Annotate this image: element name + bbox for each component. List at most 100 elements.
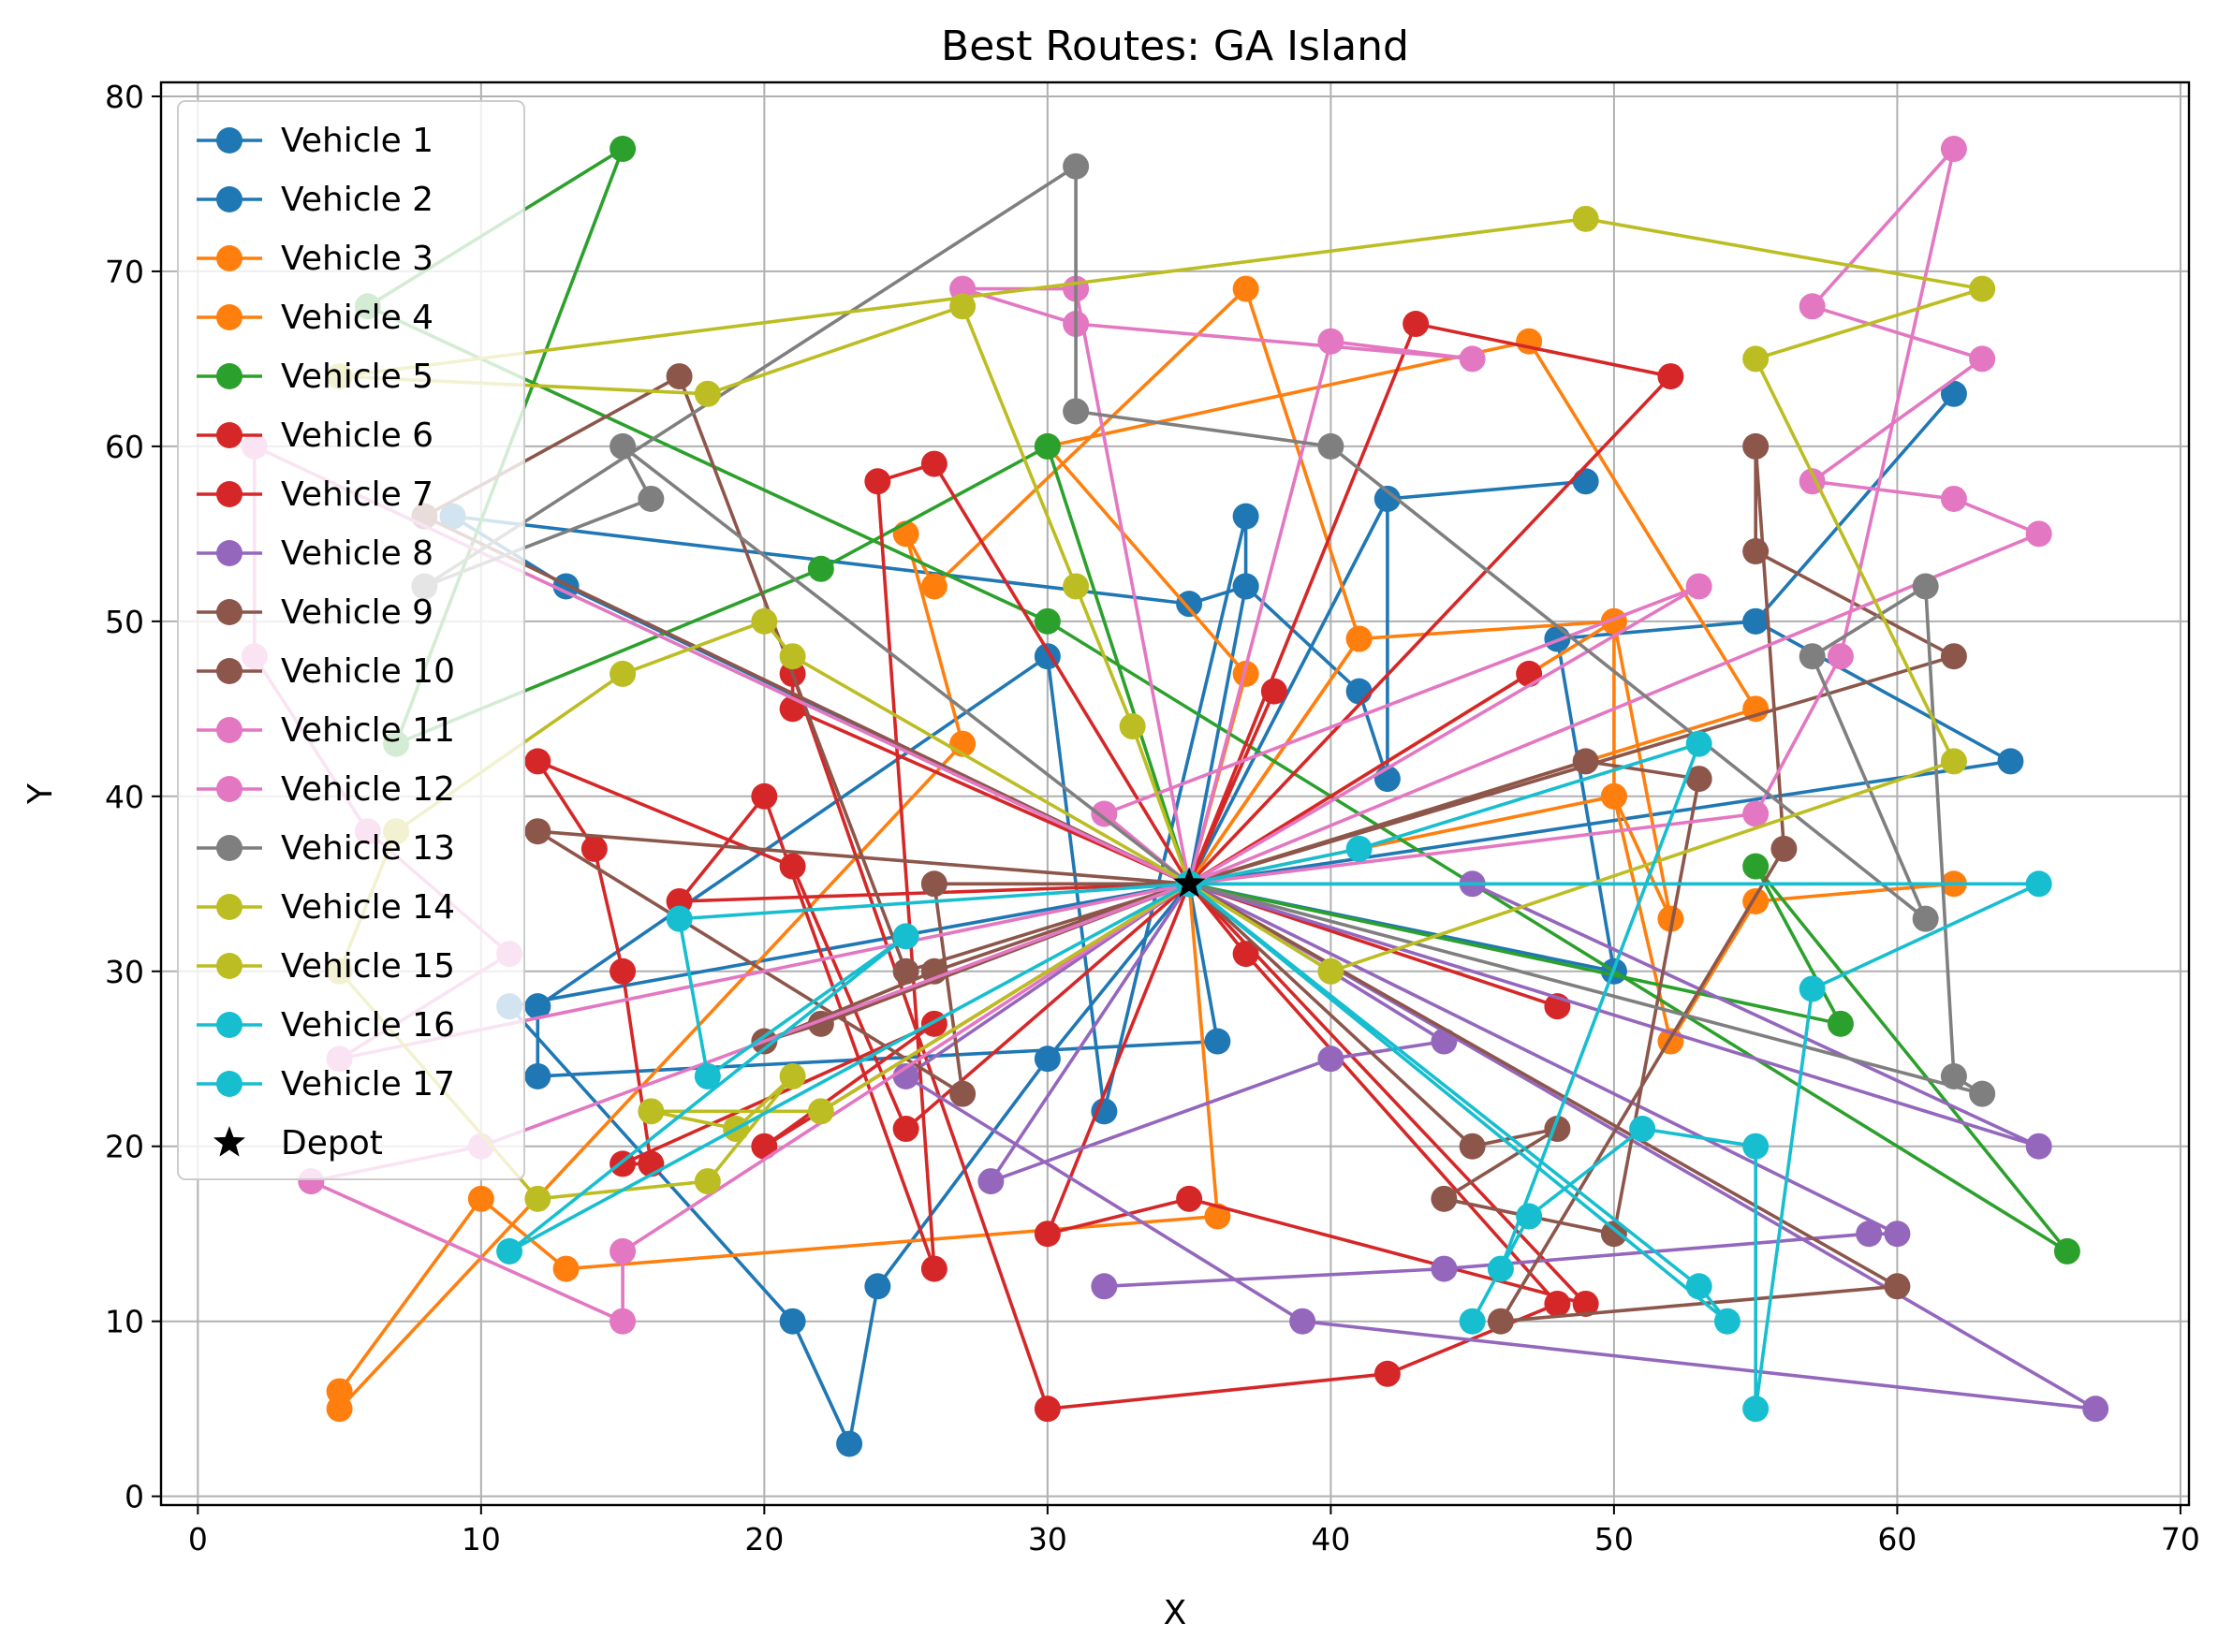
route-point — [1940, 643, 1967, 670]
route-point — [1572, 1290, 1599, 1317]
route-point — [1742, 538, 1770, 565]
route-point — [694, 1062, 721, 1089]
legend-marker — [216, 953, 242, 979]
legend-label: Vehicle 4 — [281, 299, 433, 337]
route-point — [1742, 695, 1770, 723]
route-point — [1799, 643, 1826, 670]
route-point — [1685, 766, 1712, 793]
route-point — [326, 1396, 353, 1423]
route-point — [1912, 905, 1939, 932]
route-point — [1827, 1010, 1854, 1037]
legend-label: Vehicle 10 — [281, 652, 455, 691]
chart-title: Best Routes: GA Island — [941, 22, 1409, 70]
legend-label: Vehicle 13 — [281, 829, 455, 868]
legend-label: Vehicle 9 — [281, 593, 433, 632]
legend-label: Depot — [281, 1124, 383, 1162]
route-point — [920, 958, 947, 985]
route-point — [779, 853, 806, 880]
legend-marker — [216, 363, 242, 389]
depot-marker-layer — [1173, 867, 1206, 898]
legend-marker — [216, 894, 242, 920]
route-point — [1431, 1028, 1458, 1055]
route-point — [1232, 503, 1259, 530]
route-point — [1572, 748, 1599, 775]
route-point — [1260, 678, 1287, 705]
legend-entry: Vehicle 11 — [197, 711, 455, 750]
y-axis-title: Y — [22, 782, 60, 805]
route-point — [1912, 573, 1939, 600]
legend-entry: Vehicle 15 — [197, 947, 455, 986]
route-point — [949, 1080, 977, 1107]
route-point — [694, 380, 721, 407]
legend-label: Vehicle 6 — [281, 417, 433, 455]
route-point — [1742, 607, 1770, 635]
route-point — [1713, 1308, 1741, 1335]
route-point — [1034, 1221, 1061, 1248]
route-point — [1176, 1185, 1203, 1212]
route-point — [2053, 1237, 2080, 1265]
route-point — [1629, 1116, 1656, 1143]
route-point — [1289, 1308, 1316, 1335]
legend-entry: Vehicle 8 — [197, 534, 433, 573]
y-tick-label: 10 — [105, 1304, 144, 1340]
route-point — [977, 1168, 1005, 1195]
route-point — [1232, 275, 1259, 302]
route-point — [751, 1133, 778, 1160]
route-point — [580, 835, 608, 862]
x-tick-label: 40 — [1311, 1521, 1350, 1557]
route-point — [552, 1255, 580, 1282]
route-point — [1373, 1360, 1401, 1387]
legend-marker — [216, 835, 242, 861]
x-axis-title: X — [1164, 1594, 1187, 1632]
legend-entry: Vehicle 13 — [197, 829, 455, 868]
route-point — [1685, 1273, 1712, 1300]
route-point — [892, 1116, 919, 1143]
y-tick-label: 80 — [105, 79, 144, 115]
route-point — [467, 1185, 494, 1212]
route-point — [638, 1098, 665, 1125]
legend-label: Vehicle 3 — [281, 240, 433, 278]
legend-marker — [216, 717, 242, 743]
route-point — [864, 468, 891, 495]
route-point — [1856, 1221, 1883, 1248]
route-point — [920, 450, 947, 477]
y-tick-label: 60 — [105, 429, 144, 465]
legend-entry: Vehicle 6 — [197, 417, 433, 455]
legend-entry: Vehicle 7 — [197, 475, 433, 514]
y-tick-label: 70 — [105, 254, 144, 290]
route-point — [1940, 1062, 1967, 1089]
route-point — [1204, 1028, 1231, 1055]
route-point — [1034, 607, 1061, 635]
route-point — [1969, 275, 1996, 302]
x-tick-label: 0 — [188, 1521, 208, 1557]
route-point — [1063, 153, 1090, 180]
x-tick-label: 20 — [744, 1521, 784, 1557]
route-point — [751, 607, 778, 635]
route-point — [1516, 660, 1543, 687]
y-tick-label: 40 — [105, 779, 144, 815]
route-line — [677, 461, 1560, 1411]
legend-entry: Vehicle 1 — [197, 122, 433, 160]
route-point — [779, 643, 806, 670]
route-point — [1063, 398, 1090, 425]
route-point — [666, 905, 693, 932]
legend-marker — [216, 186, 242, 212]
route-point — [1600, 1221, 1627, 1248]
route-point — [610, 660, 637, 687]
legend-marker — [216, 540, 242, 566]
legend-label: Vehicle 14 — [281, 888, 455, 927]
legend-entry: Vehicle 12 — [197, 770, 455, 809]
route-point — [1685, 730, 1712, 757]
route-point — [1487, 1308, 1514, 1335]
legend-entry: Depot — [213, 1124, 383, 1162]
axes: 0 10 20 30 40 50 60 70 0 10 20 30 40 50 60 70 80 — [105, 79, 2200, 1557]
legend-entry: Vehicle 17 — [197, 1065, 455, 1104]
route-point — [1940, 136, 1967, 163]
route-line — [903, 882, 2097, 1411]
route-point — [1969, 1080, 1996, 1107]
route-point — [2025, 870, 2052, 898]
route-point — [1459, 345, 1486, 373]
legend-entry: Vehicle 16 — [197, 1006, 455, 1045]
route-line — [961, 147, 2041, 886]
